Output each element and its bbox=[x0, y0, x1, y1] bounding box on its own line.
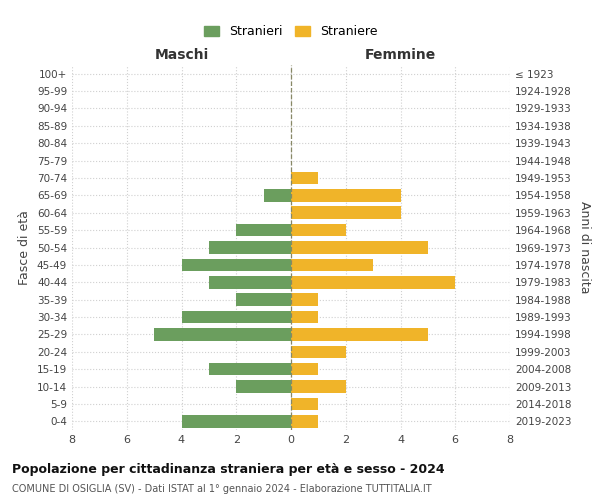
Bar bbox=[291, 276, 455, 288]
Bar bbox=[291, 189, 401, 202]
Bar bbox=[291, 380, 346, 393]
Bar bbox=[291, 294, 319, 306]
Bar bbox=[291, 241, 428, 254]
Bar bbox=[291, 258, 373, 271]
Text: Femmine: Femmine bbox=[365, 48, 436, 62]
Bar bbox=[182, 415, 291, 428]
Text: COMUNE DI OSIGLIA (SV) - Dati ISTAT al 1° gennaio 2024 - Elaborazione TUTTITALIA: COMUNE DI OSIGLIA (SV) - Dati ISTAT al 1… bbox=[12, 484, 431, 494]
Bar bbox=[291, 346, 346, 358]
Text: Popolazione per cittadinanza straniera per età e sesso - 2024: Popolazione per cittadinanza straniera p… bbox=[12, 462, 445, 475]
Legend: Stranieri, Straniere: Stranieri, Straniere bbox=[199, 20, 383, 43]
Bar bbox=[291, 398, 319, 410]
Text: Maschi: Maschi bbox=[154, 48, 209, 62]
Bar bbox=[182, 311, 291, 324]
Bar bbox=[236, 224, 291, 236]
Bar bbox=[291, 328, 428, 340]
Bar bbox=[291, 415, 319, 428]
Bar bbox=[209, 241, 291, 254]
Bar bbox=[236, 380, 291, 393]
Bar bbox=[209, 276, 291, 288]
Bar bbox=[291, 172, 319, 184]
Bar bbox=[291, 224, 346, 236]
Bar bbox=[154, 328, 291, 340]
Bar bbox=[263, 189, 291, 202]
Bar bbox=[236, 294, 291, 306]
Bar bbox=[291, 206, 401, 219]
Y-axis label: Anni di nascita: Anni di nascita bbox=[578, 201, 591, 294]
Bar bbox=[182, 258, 291, 271]
Y-axis label: Fasce di età: Fasce di età bbox=[19, 210, 31, 285]
Bar bbox=[209, 363, 291, 376]
Bar bbox=[291, 363, 319, 376]
Bar bbox=[291, 311, 319, 324]
